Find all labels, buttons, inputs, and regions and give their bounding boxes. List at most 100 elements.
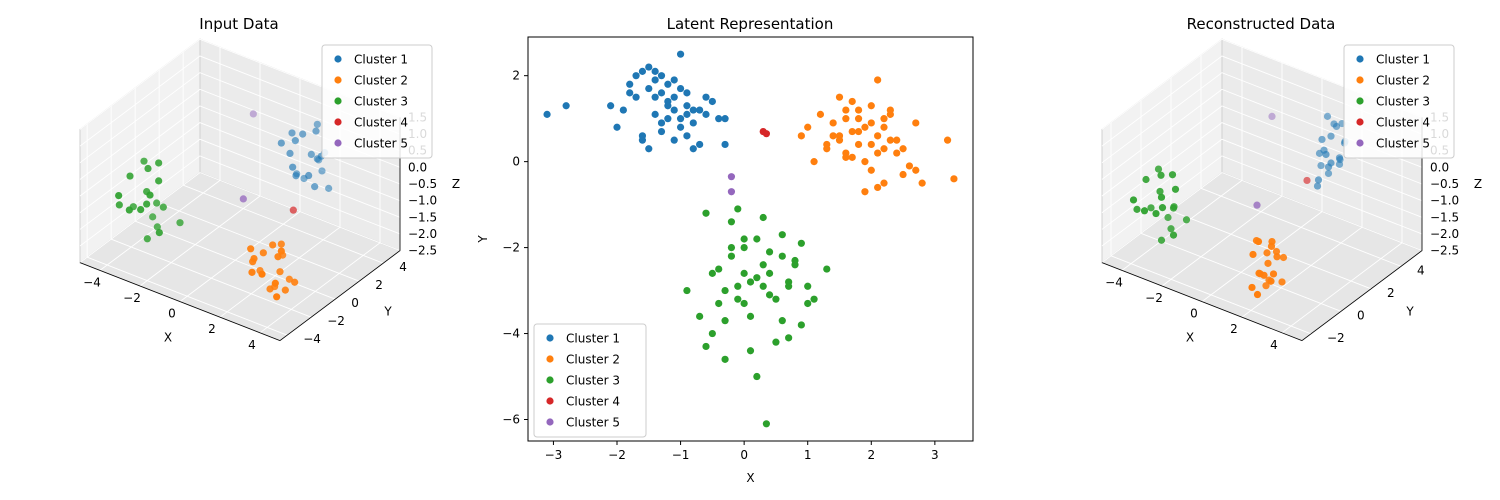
scatter-point [715,265,723,273]
scatter-point [753,235,761,243]
x-tick-label: 2 [1230,322,1238,336]
legend-marker [546,355,554,363]
scatter-point [804,123,812,131]
scatter-point [905,162,914,170]
scatter-point [727,173,736,181]
x-axis-line [1101,262,1303,341]
x-tick-label: −2 [123,291,141,305]
scatter-point [785,334,793,342]
scatter-point [880,145,888,153]
scatter-point [854,115,863,123]
legend-frame [1343,44,1455,159]
scatter-point [1170,203,1178,211]
scatter-point [950,175,958,183]
legend-label: Cluster 1 [1376,53,1430,67]
x-tick-label: −2 [608,448,626,462]
scatter-point [797,132,805,140]
scatter-point [676,123,685,131]
scatter-point [562,102,570,110]
legend-marker [546,334,554,342]
scatter-point [734,295,742,303]
scatter-point [155,228,163,237]
scatter-point [288,129,296,137]
scatter-point [772,295,780,303]
scatter-point [861,188,869,196]
scatter-point [727,243,736,252]
scatter-point [943,136,952,144]
scatter-point [823,140,831,149]
scatter-point [299,130,307,138]
legend-marker [1356,139,1364,147]
scatter-point [1317,161,1325,170]
scatter-point [125,206,133,214]
scatter-point [126,172,134,180]
scatter-point [746,312,755,320]
scatter-point [848,153,856,161]
scatter-point [1263,249,1271,257]
y-axis-line [1301,250,1423,341]
scatter-point [1322,150,1330,159]
scatter-point [1147,204,1155,212]
scatter-point [848,97,856,106]
scatter-point [1327,132,1335,140]
scatter-point [146,191,154,199]
scatter-point [816,110,825,118]
x-axis-label: X [1186,331,1194,345]
panel-reconstructed-data: Reconstructed Data −4 −2 0 2 4 −2 0 2 4 −2.5 −2.0 −… [1100,15,1482,352]
z-axis-label: Z [1474,177,1482,191]
scatter-point [1164,213,1172,222]
scatter-point [762,420,770,428]
scatter-point [274,253,282,261]
scatter-point [721,140,729,149]
scatter-point [676,50,685,58]
scatter-point [1156,187,1164,196]
scatter-point [893,136,901,144]
grid-line [79,122,401,214]
scatter-point [1157,171,1165,179]
scatter-point [762,130,770,138]
scatter-point [1157,236,1166,244]
x-tick-label: 4 [1270,338,1278,352]
x-tick-label: 3 [931,448,939,462]
z-tick-label: 0.0 [1430,160,1449,174]
scatter-point [874,132,882,140]
scatter-point [778,252,786,260]
scatter-point [721,286,729,295]
legend-label: Cluster 5 [566,416,620,430]
scatter-point [867,119,875,127]
scatter-points [1129,112,1349,299]
scatter-point [804,282,812,290]
legend-frame [321,44,433,159]
scatter-point [276,268,284,276]
scatter-point [312,127,320,135]
scatter-point [829,119,837,127]
x-tick-label: 2 [867,448,875,462]
scatter-point [645,145,653,153]
z-axis-label: Z [452,177,460,191]
scatter-point [626,80,634,88]
x-tick-label: −2 [1145,291,1163,305]
y-tick-label: 0 [512,155,520,169]
scatter-point [159,203,167,211]
scatter-point [886,110,894,118]
scatter-point [664,115,672,123]
legend-label: Cluster 3 [566,374,620,388]
scatter-point [708,329,716,338]
x-axis-line [79,262,281,341]
x-tick-label: 0 [168,307,176,321]
scatter-point [664,102,672,110]
legend-frame [533,323,647,438]
y-axis-line [279,250,401,341]
scatter-point [734,205,742,213]
scatter-point [689,145,697,153]
scatter-point [899,170,907,179]
scatter-point [918,179,926,187]
scatter-point [893,149,901,157]
z-tick-label: −1.0 [1430,194,1459,208]
scatter-point [259,249,267,257]
x-tick-label: −4 [1105,275,1123,289]
scatter-point [1260,271,1268,279]
scatter-point [543,110,551,118]
x-tick-label: 0 [1190,307,1198,321]
